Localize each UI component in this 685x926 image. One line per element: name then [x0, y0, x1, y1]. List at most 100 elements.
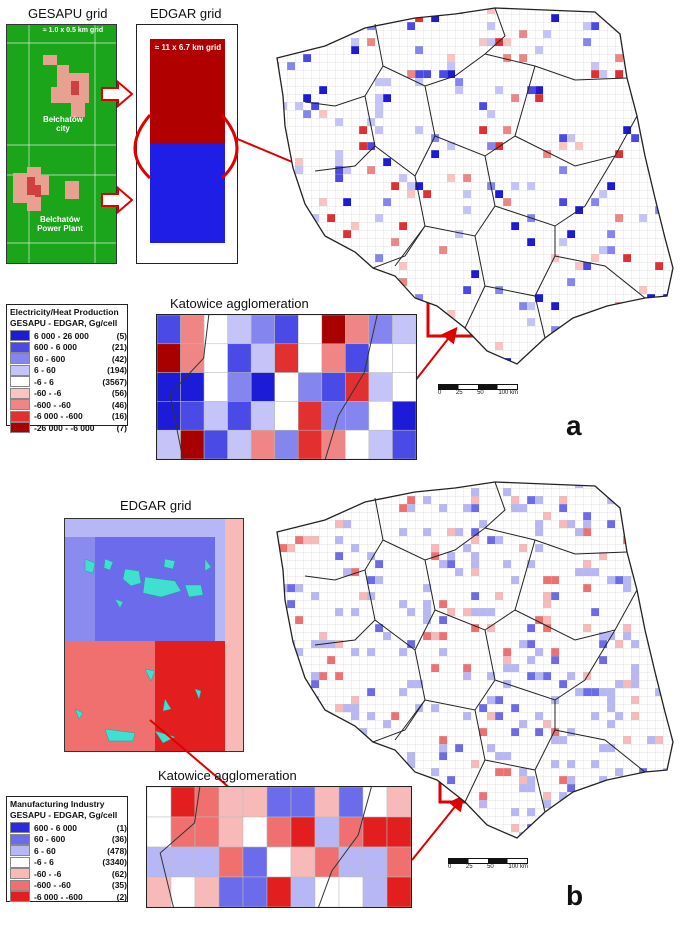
- inset-cell: [368, 315, 393, 345]
- belchatow-plant-label: Bełchatów Power Plant: [37, 215, 83, 233]
- map-cell: [359, 736, 367, 744]
- map-cell: [631, 784, 639, 792]
- legend-b-range: -6 000 - -600: [34, 891, 83, 902]
- legend-a-range: -6 000 - -600: [34, 411, 83, 422]
- edgar-grid-size: ≈ 11 x 6.7 km grid: [154, 43, 222, 52]
- map-cell: [647, 536, 655, 544]
- map-cell: [255, 86, 263, 94]
- inset-cell: [321, 343, 346, 373]
- map-cell: [351, 278, 359, 286]
- map-cell: [663, 840, 671, 848]
- legend-b-title2: GESAPU - EDGAR, Gg/cell: [10, 810, 118, 820]
- inset-cell: [298, 315, 323, 345]
- inset-cell: [345, 315, 370, 345]
- inset-cell: [218, 787, 244, 818]
- map-cell: [255, 30, 263, 38]
- map-cell: [623, 342, 631, 350]
- map-cell: [599, 784, 607, 792]
- inset-cell: [242, 876, 268, 907]
- katowice-title-b: Katowice agglomeration: [158, 768, 297, 783]
- inset-cell: [147, 846, 172, 878]
- map-cell: [311, 496, 319, 504]
- map-cell: [567, 816, 575, 824]
- map-cell: [375, 14, 383, 22]
- map-cell: [263, 286, 271, 294]
- gesapu-grid-graphic: [7, 25, 116, 263]
- legend-b-count: (62): [111, 868, 127, 879]
- legend-a-row: -600 - -60 (46): [7, 399, 127, 411]
- map-cell: [391, 760, 399, 768]
- map-cell: [279, 246, 287, 254]
- map-cell: [655, 110, 663, 118]
- inset-cell: [362, 876, 388, 907]
- map-cell: [319, 30, 327, 38]
- map-cell: [351, 278, 359, 286]
- map-cell: [303, 482, 311, 488]
- map-cell: [415, 840, 423, 848]
- map-cell: [663, 584, 671, 592]
- map-cell: [287, 246, 295, 254]
- legend-a-row: -6 - 6 (3567): [7, 376, 127, 388]
- poland-border-a: [276, 7, 674, 365]
- map-cell: [263, 46, 271, 54]
- map-cell: [277, 102, 279, 110]
- legend-a-row: -6 000 - -600 (16): [7, 410, 127, 423]
- inset-cell: [368, 401, 393, 431]
- map-cell: [327, 760, 335, 768]
- map-cell: [263, 480, 271, 488]
- map-cell: [615, 808, 623, 816]
- legend-b-swatch: [10, 845, 30, 857]
- edgar-grid-panel-b: [64, 518, 244, 752]
- map-cell: [277, 544, 279, 552]
- legend-a-range: 6 - 60: [34, 365, 56, 376]
- legend-a-count: (7): [116, 422, 127, 433]
- legend-a-row: 600 - 6 000 (21): [7, 341, 127, 354]
- legend-a-range: -60 - -6: [34, 388, 62, 399]
- map-cell: [479, 366, 487, 374]
- scalebar-a: 0 25 50 100 km: [438, 384, 518, 396]
- map-cell: [527, 358, 535, 364]
- inset-cell: [180, 315, 205, 345]
- scale-b-100: 100 km: [508, 864, 528, 870]
- edgar-blue-cell: [150, 143, 225, 243]
- inset-cell: [274, 343, 299, 373]
- legend-b-swatch: [10, 868, 30, 880]
- map-cell: [279, 46, 287, 54]
- inset-cell: [250, 401, 275, 431]
- legend-b-range: 60 - 600: [34, 834, 66, 845]
- map-cell: [583, 832, 591, 838]
- legend-a-title2: GESAPU - EDGAR, Gg/cell: [10, 318, 118, 328]
- map-cell: [647, 102, 655, 110]
- inset-cell: [170, 846, 196, 878]
- inset-cell: [157, 343, 181, 373]
- legend-b-title: Manufacturing Industry GESAPU - EDGAR, G…: [7, 797, 127, 822]
- inset-cell: [298, 429, 323, 459]
- edgar-red-cell: [150, 39, 225, 143]
- legend-electricity: Electricity/Heat Production GESAPU - EDG…: [6, 304, 128, 434]
- map-cell: [383, 482, 391, 488]
- inset-cell: [314, 876, 340, 907]
- inset-cell: [266, 846, 292, 878]
- map-cell: [631, 528, 639, 536]
- map-cell: [295, 496, 303, 504]
- map-cell: [263, 640, 271, 648]
- map-cell: [639, 350, 647, 358]
- map-cell: [383, 752, 391, 760]
- map-cell: [439, 816, 447, 824]
- legend-a-swatch: [10, 376, 30, 388]
- legend-a-count: (16): [111, 411, 127, 422]
- scale-a-25: 25: [455, 390, 463, 396]
- inset-cell: [274, 429, 299, 459]
- map-cell: [655, 640, 663, 648]
- map-cell: [647, 632, 655, 640]
- map-cell: [527, 358, 535, 364]
- map-cell: [655, 520, 663, 528]
- legend-b-count: (3340): [102, 857, 127, 868]
- inset-cell: [321, 372, 346, 402]
- legend-b-row: -600 - -60 (35): [7, 879, 127, 892]
- map-cell: [495, 832, 503, 838]
- map-cell: [311, 760, 319, 768]
- inset-cell: [298, 343, 323, 373]
- inset-cell: [338, 787, 364, 818]
- map-cell: [615, 496, 623, 504]
